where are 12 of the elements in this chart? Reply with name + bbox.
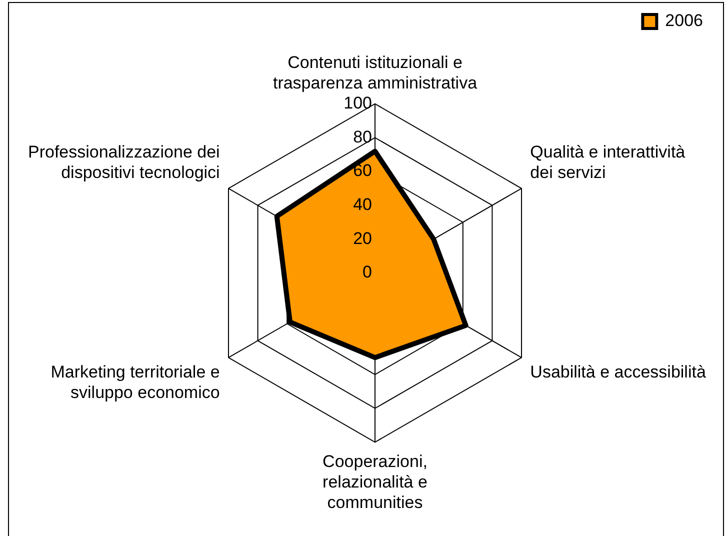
y-tick-label: 0 (362, 262, 372, 282)
spoke-label: Marketing territoriale e sviluppo economico (50, 362, 220, 402)
spoke-label: Professionalizzazione dei dispositivi tecnologici (28, 142, 220, 182)
y-tick-label: 20 (353, 228, 372, 248)
spoke-label: Usabilità e accessibilità (530, 362, 706, 382)
y-tick-label: 100 (344, 94, 372, 113)
y-tick-label: 80 (353, 127, 372, 146)
spoke-label: Contenuti istituzionali e trasparenza amministrativa (272, 52, 478, 92)
legend-label: 2006 (665, 11, 704, 30)
spoke-label: Cooperazioni, relazionalità e communities (322, 452, 428, 512)
spoke-label: Qualità e interattività dei servizi (530, 142, 686, 182)
y-tick-label: 40 (353, 195, 372, 214)
